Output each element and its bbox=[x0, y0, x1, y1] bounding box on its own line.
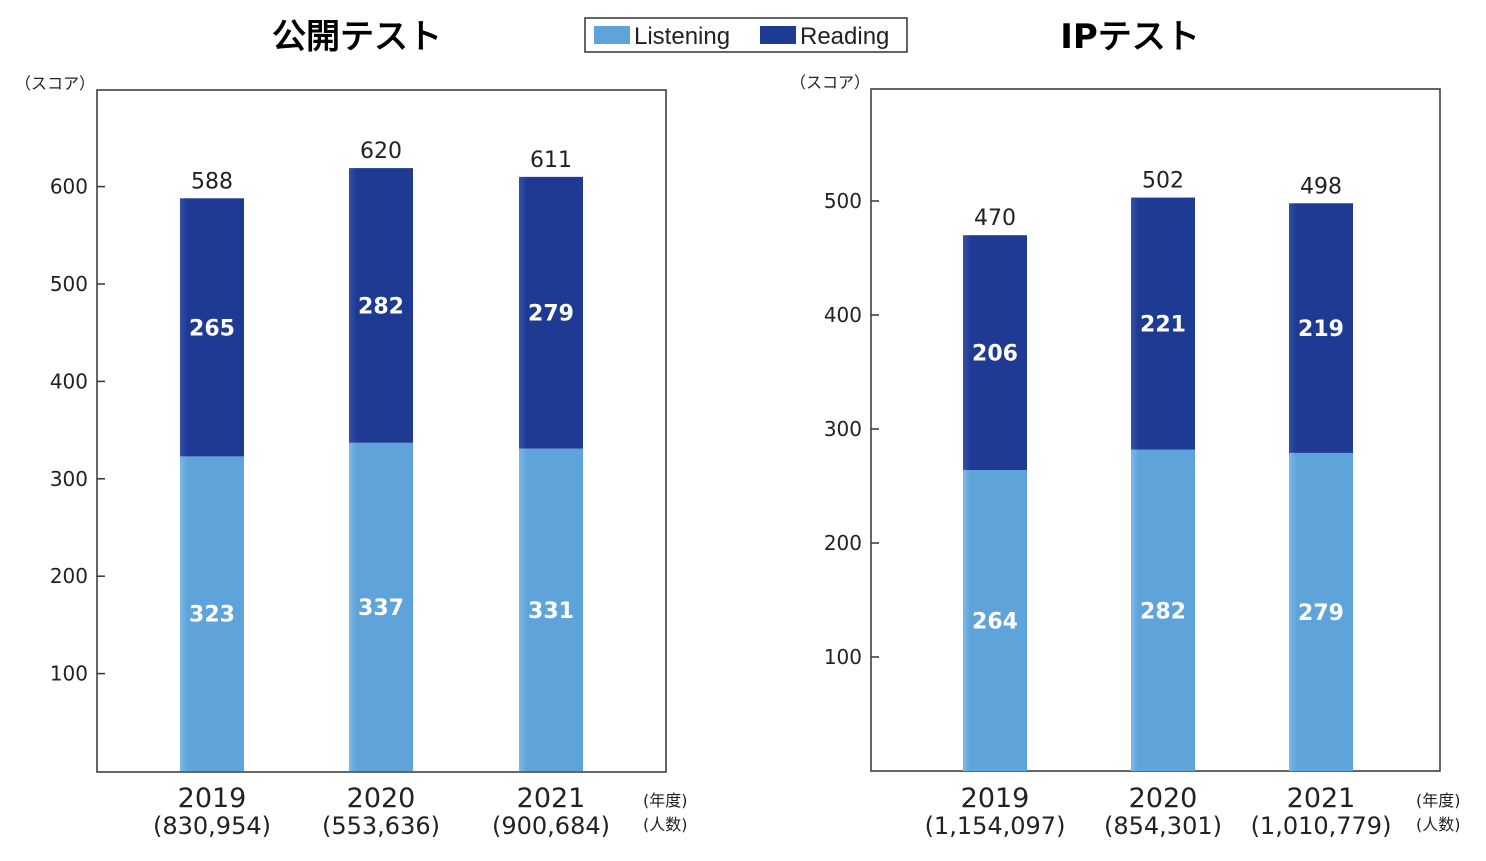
bar-listening-2019 bbox=[963, 470, 1027, 771]
x-suffix-count: (人数) bbox=[643, 815, 688, 834]
y-tick-label: 100 bbox=[824, 645, 862, 669]
chart-ip-test: IPテスト （スコア） (年度) (人数) 100 200 300 400 500 264… bbox=[790, 17, 1461, 840]
bar-reading-2020 bbox=[1131, 197, 1195, 450]
bar-reading-2020 bbox=[349, 168, 413, 443]
bar-listening-2020 bbox=[349, 442, 413, 771]
data-label-total: 620 bbox=[360, 139, 402, 164]
bar-reading-2019 bbox=[963, 235, 1027, 471]
data-label-listening: 282 bbox=[1140, 599, 1186, 624]
y-tick-label: 500 bbox=[824, 189, 862, 213]
legend-label-reading: Reading bbox=[800, 23, 889, 50]
y-tick-label: 400 bbox=[50, 369, 88, 393]
bar-listening-2021 bbox=[1289, 452, 1353, 771]
data-label-total: 498 bbox=[1300, 174, 1342, 199]
chart-public-test: 公開テスト （スコア） (年度) (人数) 100 200 300 400 500 600… bbox=[15, 17, 688, 840]
x-tick-label-count: (1,154,097) bbox=[925, 812, 1066, 840]
legend-box bbox=[584, 17, 908, 53]
legend: Listening Reading bbox=[584, 17, 908, 53]
data-label-total: 588 bbox=[191, 169, 233, 194]
y-tick-label: 200 bbox=[824, 531, 862, 555]
y-tick-label: 200 bbox=[50, 564, 88, 588]
x-tick-label-year: 2020 bbox=[347, 783, 416, 814]
bar-reading-2019 bbox=[180, 198, 244, 457]
x-tick-label-count: (900,684) bbox=[492, 812, 610, 840]
x-suffix-year: (年度) bbox=[643, 791, 688, 810]
data-label-listening: 323 bbox=[189, 603, 235, 628]
x-suffix-count: (人数) bbox=[1416, 815, 1461, 834]
bar-listening-2019 bbox=[180, 456, 244, 771]
legend-swatch-listening bbox=[594, 26, 630, 44]
bar-listening-2020 bbox=[1131, 449, 1195, 771]
y-tick-label: 100 bbox=[50, 662, 88, 686]
data-label-listening: 337 bbox=[358, 596, 404, 621]
data-label-reading: 265 bbox=[189, 316, 235, 341]
y-tick-label: 300 bbox=[824, 417, 862, 441]
x-tick-label-year: 2021 bbox=[1287, 783, 1356, 814]
data-label-reading: 219 bbox=[1298, 317, 1344, 342]
x-tick-label-year: 2019 bbox=[178, 783, 247, 814]
x-tick-label-count: (854,301) bbox=[1104, 812, 1222, 840]
data-label-total: 611 bbox=[530, 148, 572, 173]
x-tick-label-count: (830,954) bbox=[153, 812, 271, 840]
legend-swatch-reading bbox=[760, 26, 796, 44]
x-tick-label-year: 2019 bbox=[961, 783, 1030, 814]
chart-title: 公開テスト bbox=[272, 17, 442, 57]
y-tick-label: 600 bbox=[50, 175, 88, 199]
data-label-reading: 282 bbox=[358, 294, 404, 319]
data-label-listening: 264 bbox=[972, 610, 1018, 635]
y-axis-label: （スコア） bbox=[15, 74, 95, 93]
plot-frame bbox=[96, 89, 667, 773]
y-tick-label: 300 bbox=[50, 467, 88, 491]
data-label-total: 470 bbox=[974, 206, 1016, 231]
bar-reading-2021 bbox=[519, 176, 583, 449]
data-label-reading: 206 bbox=[972, 342, 1018, 367]
data-label-total: 502 bbox=[1142, 169, 1184, 194]
x-tick-label-year: 2020 bbox=[1129, 783, 1198, 814]
bar-reading-2021 bbox=[1289, 203, 1353, 453]
y-tick-label: 400 bbox=[824, 303, 862, 327]
data-label-reading: 279 bbox=[528, 302, 574, 327]
data-label-listening: 331 bbox=[528, 599, 574, 624]
y-axis-label: （スコア） bbox=[790, 73, 870, 92]
y-tick-label: 500 bbox=[50, 272, 88, 296]
x-tick-label-count: (553,636) bbox=[322, 812, 440, 840]
x-tick-label-year: 2021 bbox=[517, 783, 586, 814]
legend-label-listening: Listening bbox=[634, 23, 730, 50]
bar-listening-2021 bbox=[519, 448, 583, 771]
data-label-reading: 221 bbox=[1140, 313, 1186, 338]
data-label-listening: 279 bbox=[1298, 601, 1344, 626]
x-suffix-year: (年度) bbox=[1416, 791, 1461, 810]
x-tick-label-count: (1,010,779) bbox=[1251, 812, 1392, 840]
chart-title: IPテスト bbox=[1060, 17, 1200, 57]
